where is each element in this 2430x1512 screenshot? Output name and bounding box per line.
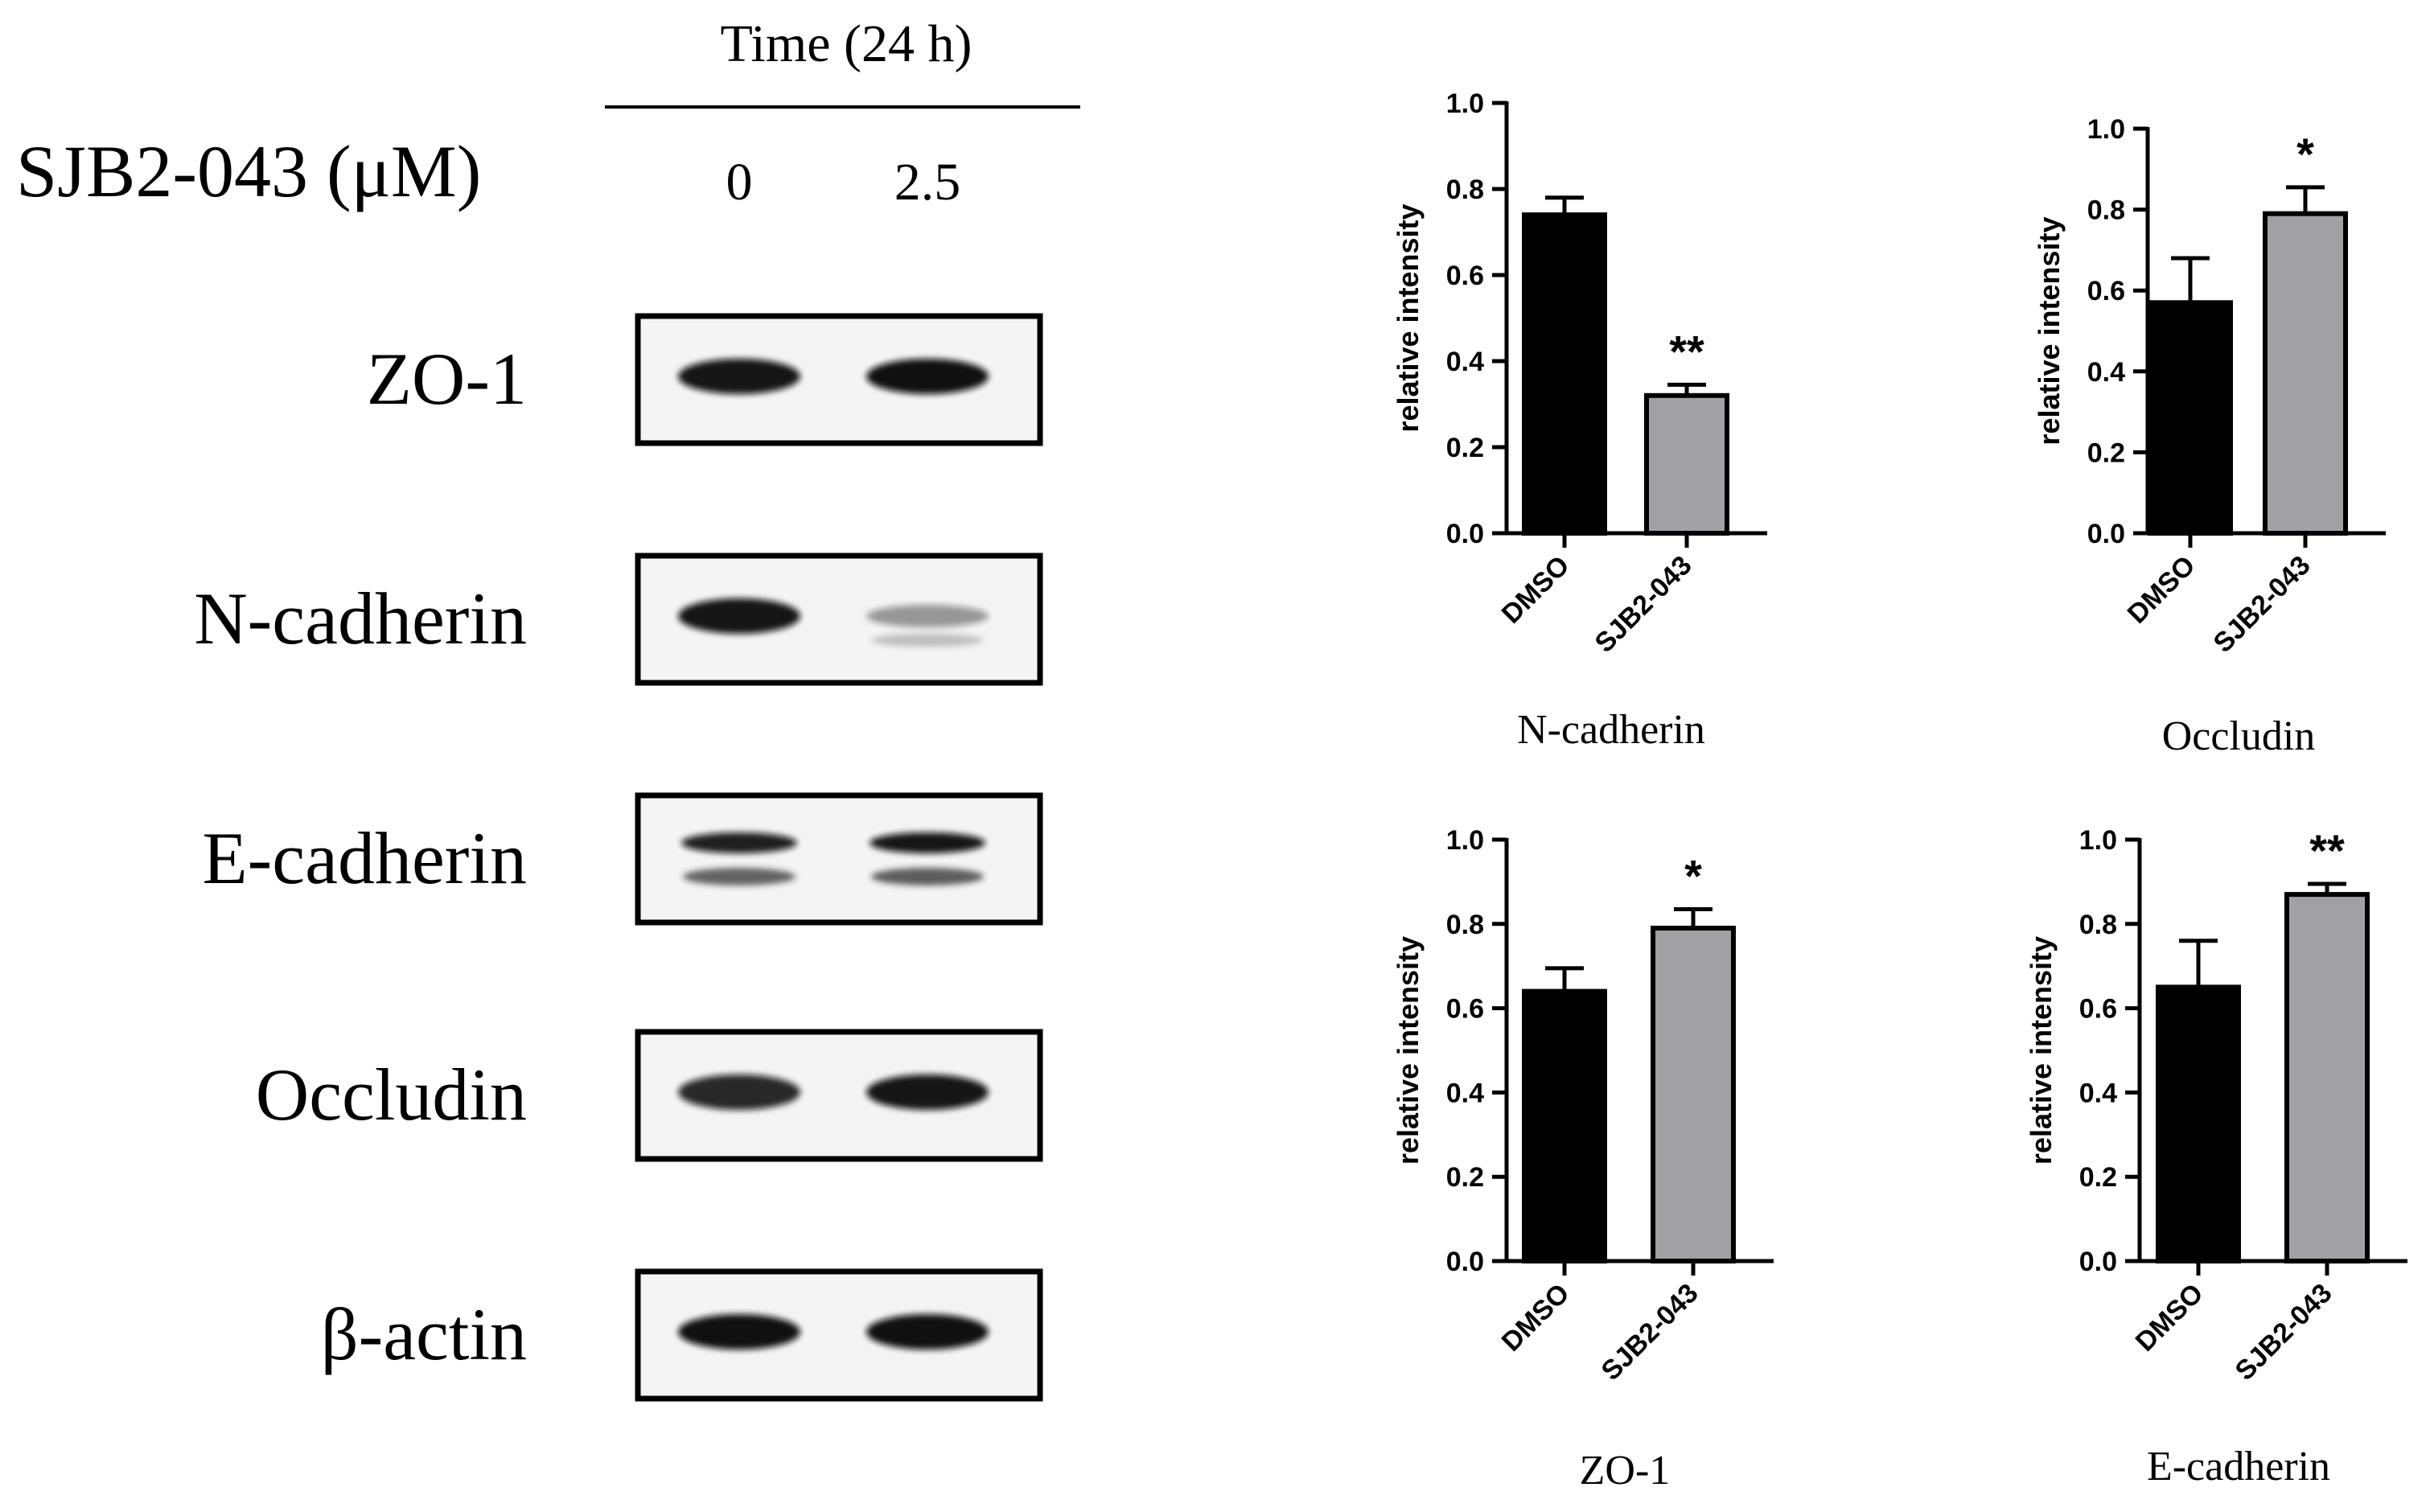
bar xyxy=(2148,300,2233,536)
bar-chart: 0.0 0.2 0.4 0.6 0.8 1.0 relative intensity DMSO… xyxy=(2033,114,2386,759)
y-tick-label: 0.2 xyxy=(2079,1162,2117,1193)
y-axis-label: relative intensity xyxy=(1392,203,1425,432)
dose-label-1: 2.5 xyxy=(894,153,961,212)
bar xyxy=(1522,988,1607,1263)
chart-title: N-cadherin xyxy=(1517,707,1705,753)
y-tick-label: 1.0 xyxy=(2079,825,2117,856)
significance-marker: * xyxy=(1684,850,1702,901)
x-tick-label: DMSO xyxy=(1496,550,1576,630)
x-tick-label: SJB2-043 xyxy=(1589,550,1698,659)
x-tick-label: DMSO xyxy=(2130,1278,2210,1358)
dose-label-0: 0 xyxy=(726,153,753,212)
y-axis-label: relative intensity xyxy=(2025,936,2058,1165)
treatment-label: SJB2-043 (μM) xyxy=(16,130,481,212)
y-tick-label: 0.6 xyxy=(1446,994,1484,1025)
y-tick-label: 1.0 xyxy=(1446,88,1484,119)
bar xyxy=(1651,926,1736,1264)
y-axis-label: relative intensity xyxy=(2033,216,2066,445)
blot-row: E-cadherin xyxy=(202,792,1043,926)
y-tick-label: 0.6 xyxy=(2079,994,2117,1025)
blot-row-label: ZO-1 xyxy=(367,338,527,420)
y-tick-label: 0.4 xyxy=(1446,1078,1484,1108)
time-label: Time (24 h) xyxy=(721,14,972,73)
y-tick-label: 0.2 xyxy=(2087,438,2125,468)
bar-chart: 0.0 0.2 0.4 0.6 0.8 1.0 relative intensity DMSO… xyxy=(2025,825,2407,1489)
y-tick-label: 0.8 xyxy=(2079,910,2117,940)
y-tick-label: 1.0 xyxy=(2087,114,2125,145)
blot-frame xyxy=(635,792,1043,926)
y-tick-label: 0.6 xyxy=(1446,261,1484,291)
y-tick-label: 0.6 xyxy=(2087,276,2125,306)
bar-chart: 0.0 0.2 0.4 0.6 0.8 1.0 relative intensity DMSO… xyxy=(1392,825,1774,1494)
significance-marker: ** xyxy=(2309,825,2345,876)
blot-band xyxy=(866,605,989,627)
x-tick-label: DMSO xyxy=(1496,1278,1576,1358)
blot-band xyxy=(683,868,796,885)
bar xyxy=(1644,392,1729,536)
bar xyxy=(2284,892,2370,1263)
y-tick-label: 0.0 xyxy=(2087,519,2125,549)
y-tick-label: 0.0 xyxy=(1446,1247,1484,1277)
y-tick-label: 0.4 xyxy=(1446,347,1484,377)
y-tick-label: 0.8 xyxy=(2087,195,2125,226)
chart-title: E-cadherin xyxy=(2147,1444,2330,1489)
x-tick-label: DMSO xyxy=(2122,550,2202,630)
blot-band xyxy=(866,359,989,394)
x-tick-label: SJB2-043 xyxy=(2230,1278,2338,1387)
y-tick-label: 0.4 xyxy=(2087,357,2125,388)
blot-row: β-actin xyxy=(321,1268,1043,1402)
blot-band xyxy=(871,868,984,885)
blot-row-label: Occludin xyxy=(256,1054,527,1136)
blot-row: N-cadherin xyxy=(194,553,1043,686)
blot-band xyxy=(866,1074,989,1110)
blot-header: Time (24 h) SJB2-043 (μM) 0 2.5 xyxy=(16,14,1080,212)
blot-row-label: N-cadherin xyxy=(194,577,527,659)
blot-band xyxy=(866,1314,989,1350)
blot-band xyxy=(681,832,797,853)
blot-band xyxy=(678,359,800,394)
x-tick-label: SJB2-043 xyxy=(1596,1278,1704,1387)
bar-chart: 0.0 0.2 0.4 0.6 0.8 1.0 relative intensity DMSO… xyxy=(1392,88,1767,753)
y-tick-label: 0.2 xyxy=(1446,433,1484,463)
y-tick-label: 1.0 xyxy=(1446,825,1484,856)
blot-band xyxy=(678,1074,800,1110)
y-tick-label: 0.0 xyxy=(1446,519,1484,549)
chart-title: Occludin xyxy=(2162,713,2316,759)
y-axis-label: relative intensity xyxy=(1392,936,1425,1165)
significance-marker: ** xyxy=(1669,326,1704,376)
bar xyxy=(2156,984,2241,1264)
y-tick-label: 0.4 xyxy=(2079,1078,2117,1108)
blot-row: Occludin xyxy=(256,1029,1043,1162)
blot-row-label: E-cadherin xyxy=(202,817,527,899)
y-tick-label: 0.8 xyxy=(1446,910,1484,940)
chart-title: ZO-1 xyxy=(1580,1448,1671,1494)
blot-row: ZO-1 xyxy=(367,313,1043,446)
blot-band xyxy=(871,634,984,647)
bar xyxy=(2263,211,2348,536)
y-tick-label: 0.0 xyxy=(2079,1247,2117,1277)
blot-band xyxy=(678,1314,800,1350)
y-tick-label: 0.2 xyxy=(1446,1162,1484,1193)
significance-marker: * xyxy=(2296,129,2314,179)
y-tick-label: 0.8 xyxy=(1446,175,1484,205)
blot-band xyxy=(870,832,985,853)
blot-row-label: β-actin xyxy=(321,1293,527,1375)
x-tick-label: SJB2-043 xyxy=(2208,550,2317,659)
bar-charts: 0.0 0.2 0.4 0.6 0.8 1.0 relative intensity DMSO… xyxy=(1392,88,2407,1494)
blot-band xyxy=(678,598,800,634)
blot-panel: ZO-1 N-cadherin E-cadherin Occludin β-actin xyxy=(194,313,1043,1402)
bar xyxy=(1522,212,1607,536)
